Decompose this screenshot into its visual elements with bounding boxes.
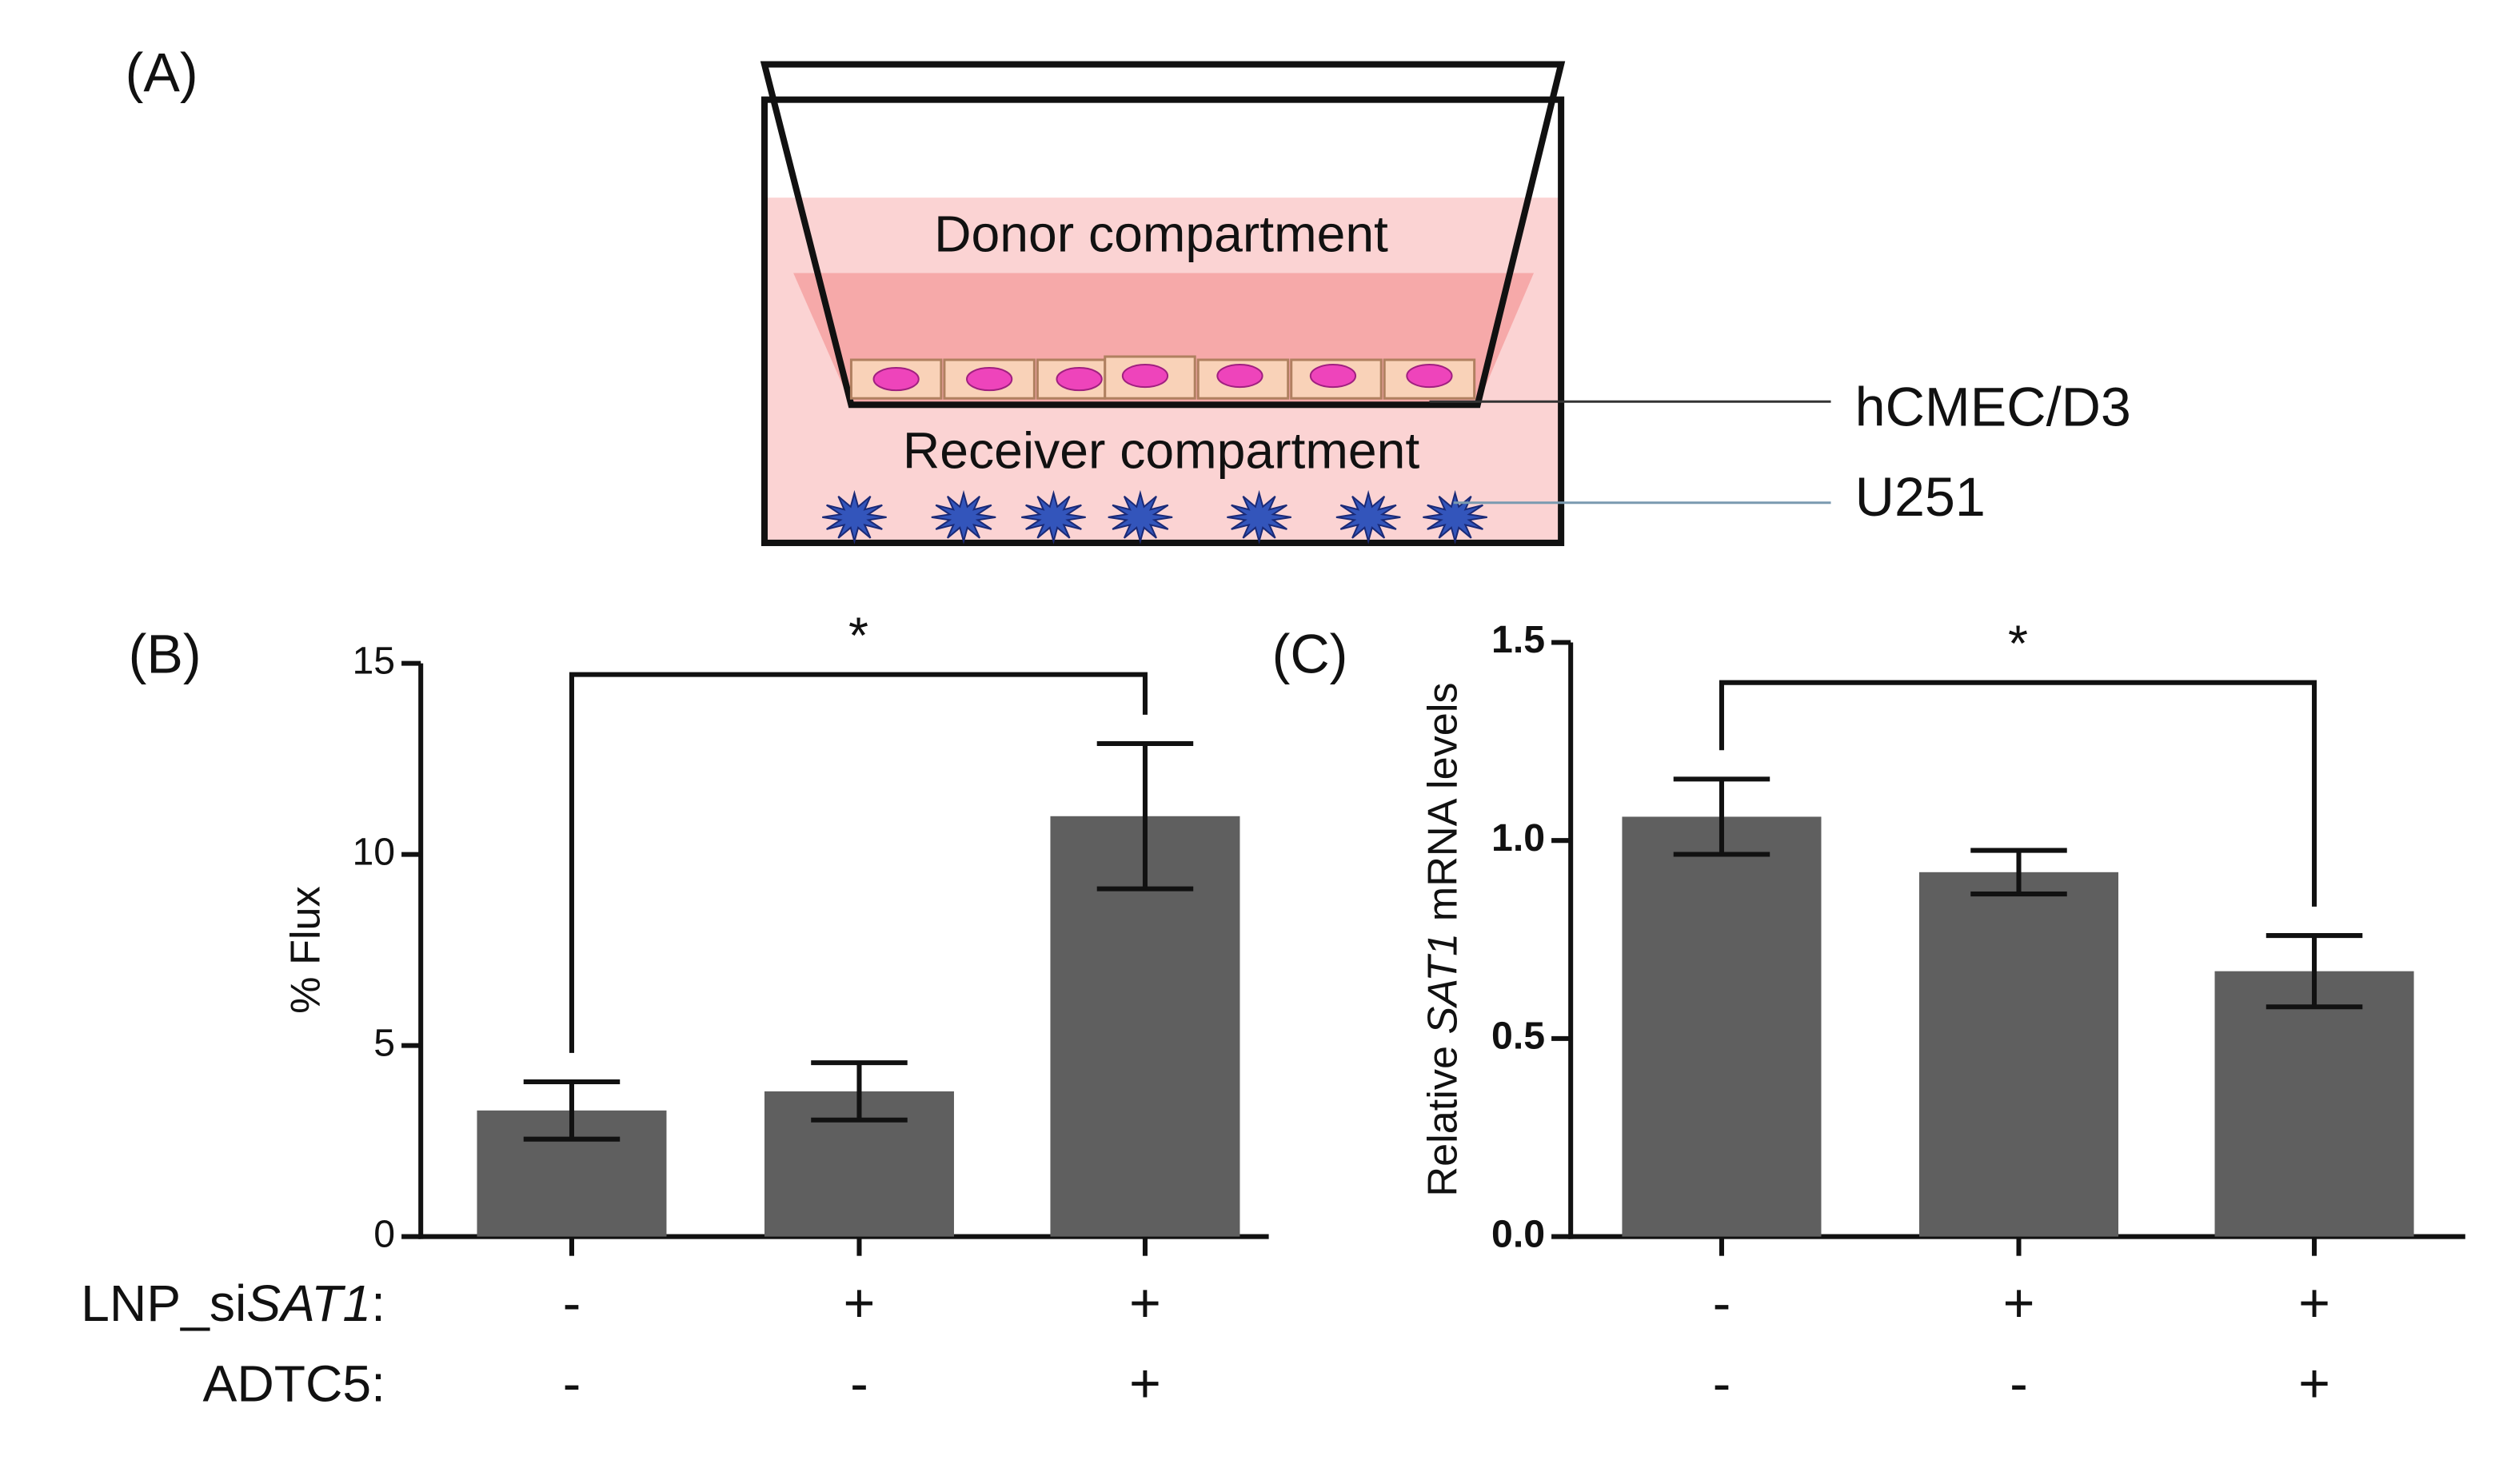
error-bar-part <box>2265 933 2363 1010</box>
bar <box>1622 816 1822 1237</box>
significance-bracket <box>1719 680 2317 907</box>
receiver-label: Receiver compartment <box>903 421 1419 479</box>
significance-bracket <box>569 672 1148 1053</box>
error-bar-part <box>811 1060 908 1123</box>
y-tick-label: 0.0 <box>1491 1212 1545 1255</box>
y-axis-label-part: mRNA levels <box>1419 682 1466 932</box>
condition-sign: - <box>850 1353 868 1414</box>
cell-layer <box>849 355 1476 400</box>
bar <box>2214 971 2414 1237</box>
row-label: ADTC5: <box>203 1354 385 1412</box>
y-tick-label: 15 <box>352 639 395 682</box>
cell-label: U251 <box>1855 467 1986 528</box>
donor-label: Donor compartment <box>934 205 1388 262</box>
star <box>1227 489 1291 545</box>
star <box>1423 489 1487 545</box>
y-axis-label-part: % Flux <box>282 886 329 1014</box>
error-bar-part <box>1970 848 2067 897</box>
y-axis-label-part: SAT1 <box>1419 933 1466 1035</box>
condition-sign: + <box>1129 1273 1161 1334</box>
condition-sign: + <box>844 1273 876 1334</box>
error-bar <box>1096 740 1194 892</box>
nuclei <box>872 364 1453 392</box>
y-tick-label: 10 <box>352 830 395 873</box>
condition-sign: - <box>1713 1353 1731 1414</box>
error-bar <box>2265 933 2363 1010</box>
y-axis-label: Relative SAT1 mRNA levels <box>1419 682 1466 1196</box>
panel-label: (A) <box>126 43 198 104</box>
error-bar <box>1673 776 1770 857</box>
y-tick-label: 1.5 <box>1491 618 1545 661</box>
row-label-part: LNP_si <box>81 1275 246 1332</box>
star <box>931 489 996 545</box>
condition-sign: - <box>563 1273 581 1334</box>
y-tick-label: 5 <box>373 1021 395 1064</box>
condition-sign: + <box>2298 1353 2330 1414</box>
error-bar-part <box>1096 740 1194 892</box>
condition-sign: + <box>2298 1273 2330 1334</box>
u251-cells <box>822 489 1487 545</box>
star <box>1108 489 1173 545</box>
condition-sign: - <box>2010 1353 2028 1414</box>
star <box>1335 489 1401 545</box>
condition-sign: - <box>1713 1273 1731 1334</box>
bar <box>1918 872 2119 1237</box>
y-tick-label: 0 <box>373 1212 395 1255</box>
error-bar <box>811 1060 908 1123</box>
well <box>760 96 1565 546</box>
insert <box>760 61 1566 409</box>
y-axis-label: % Flux <box>282 886 329 1014</box>
row-label-part: : <box>371 1275 385 1332</box>
y-tick-label: 0.5 <box>1491 1015 1545 1058</box>
significance-label: * <box>848 606 868 664</box>
y-axis-label-part: Relative <box>1419 1034 1466 1196</box>
star <box>822 489 887 545</box>
condition-sign: + <box>2003 1273 2035 1334</box>
condition-sign: + <box>1129 1353 1161 1414</box>
star <box>1021 489 1086 545</box>
row-label-part: SAT1 <box>246 1275 371 1332</box>
significance-label: * <box>2008 614 2028 672</box>
row-label-part: ADTC5: <box>203 1354 385 1412</box>
panel-label: (C) <box>1272 624 1348 685</box>
y-tick-label: 1.0 <box>1491 816 1545 860</box>
error-bar-part <box>523 1079 621 1142</box>
diagram: (A) Donor compartment Receiver compartme… <box>126 43 2131 546</box>
error-bar-part <box>1673 776 1770 857</box>
condition-sign: - <box>563 1353 581 1414</box>
error-bar <box>523 1079 621 1142</box>
error-bar <box>1970 848 2067 897</box>
panel-label: (B) <box>129 624 202 685</box>
row-label: LNP_siSAT1: <box>81 1275 385 1332</box>
cell-label: hCMEC/D3 <box>1855 377 2131 437</box>
